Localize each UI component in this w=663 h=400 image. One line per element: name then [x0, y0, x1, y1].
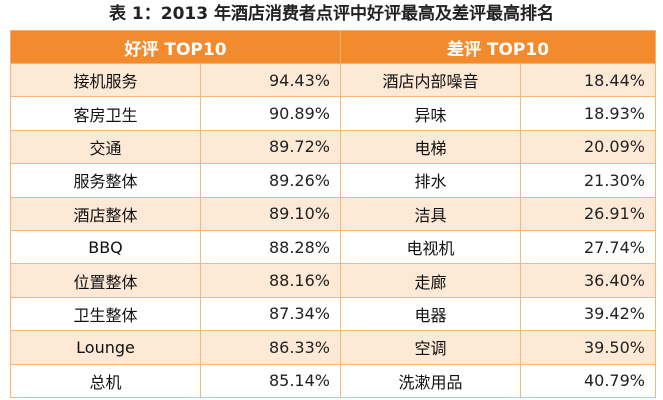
- good-item-value: 89.26%: [200, 163, 341, 198]
- good-item-name: BBQ: [10, 229, 201, 265]
- table-body: 接机服务 94.43% 酒店内部噪音 18.44% 客房卫生 90.89% 异味 18.93%…: [10, 62, 656, 399]
- good-item-value: 88.16%: [200, 263, 341, 298]
- ranking-table: 好评 TOP10 差评 TOP10 接机服务 94.43% 酒店内部噪音 18.44%…: [10, 30, 656, 399]
- table-row: 总机 85.14% 洗漱用品 40.79%: [10, 363, 656, 399]
- good-item-value: 86.33%: [200, 330, 341, 365]
- bad-item-name: 洁具: [340, 196, 521, 231]
- good-item-name: 总机: [10, 363, 201, 399]
- good-item-name: 交通: [10, 129, 201, 165]
- table-row: 接机服务 94.43% 酒店内部噪音 18.44%: [10, 62, 656, 98]
- good-item-value: 85.14%: [200, 363, 341, 399]
- bad-item-name: 走廊: [340, 263, 521, 298]
- bad-item-value: 18.44%: [520, 62, 656, 98]
- header-good-top10: 好评 TOP10: [10, 30, 341, 64]
- table-row: 位置整体 88.16% 走廊 36.40%: [10, 263, 656, 298]
- bad-item-name: 空调: [340, 330, 521, 365]
- table-row: 服务整体 89.26% 排水 21.30%: [10, 163, 656, 198]
- bad-item-value: 40.79%: [520, 363, 656, 399]
- table-caption: 表 1：2013 年酒店消费者点评中好评最高及差评最高排名: [109, 4, 554, 24]
- bad-item-value: 27.74%: [520, 229, 656, 265]
- good-item-value: 87.34%: [200, 296, 341, 332]
- table-row: 客房卫生 90.89% 异味 18.93%: [10, 96, 656, 131]
- bad-item-value: 26.91%: [520, 196, 656, 231]
- bad-item-value: 18.93%: [520, 96, 656, 131]
- table-row: 卫生整体 87.34% 电器 39.42%: [10, 296, 656, 332]
- table-header-row: 好评 TOP10 差评 TOP10: [10, 30, 656, 64]
- bad-item-value: 21.30%: [520, 163, 656, 198]
- table-row: BBQ 88.28% 电视机 27.74%: [10, 229, 656, 265]
- bad-item-name: 排水: [340, 163, 521, 198]
- table-row: 交通 89.72% 电梯 20.09%: [10, 129, 656, 165]
- bad-item-name: 电视机: [340, 229, 521, 265]
- bad-item-value: 39.42%: [520, 296, 656, 332]
- table-row: Lounge 86.33% 空调 39.50%: [10, 330, 656, 365]
- good-item-name: Lounge: [10, 330, 201, 365]
- bad-item-name: 电器: [340, 296, 521, 332]
- bad-item-name: 异味: [340, 96, 521, 131]
- good-item-name: 客房卫生: [10, 96, 201, 131]
- bad-item-value: 39.50%: [520, 330, 656, 365]
- bad-item-name: 电梯: [340, 129, 521, 165]
- good-item-value: 88.28%: [200, 229, 341, 265]
- good-item-value: 89.72%: [200, 129, 341, 165]
- good-item-name: 卫生整体: [10, 296, 201, 332]
- bad-item-value: 20.09%: [520, 129, 656, 165]
- good-item-value: 94.43%: [200, 62, 341, 98]
- good-item-value: 90.89%: [200, 96, 341, 131]
- bad-item-name: 酒店内部噪音: [340, 62, 521, 98]
- bad-item-name: 洗漱用品: [340, 363, 521, 399]
- good-item-name: 酒店整体: [10, 196, 201, 231]
- good-item-name: 位置整体: [10, 263, 201, 298]
- good-item-name: 服务整体: [10, 163, 201, 198]
- table-row: 酒店整体 89.10% 洁具 26.91%: [10, 196, 656, 231]
- good-item-name: 接机服务: [10, 62, 201, 98]
- header-bad-top10: 差评 TOP10: [340, 30, 656, 64]
- good-item-value: 89.10%: [200, 196, 341, 231]
- bad-item-value: 36.40%: [520, 263, 656, 298]
